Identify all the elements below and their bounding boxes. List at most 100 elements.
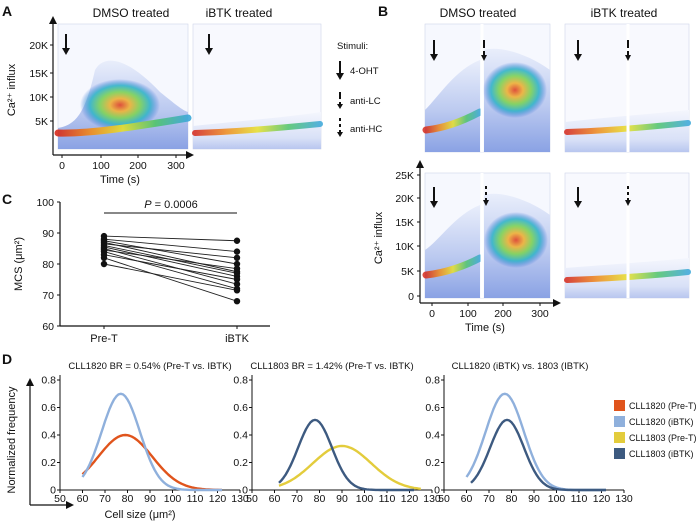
panel-a-dmso-plot	[54, 23, 192, 150]
frequency-curve-cll1820-pre-t	[81, 433, 222, 492]
panel-d-ylabel: Normalized frequency	[6, 386, 18, 493]
panel-a-x-ticks: 0 100 200 300	[59, 155, 185, 172]
panel-d-xtick: 100	[356, 493, 374, 505]
panel-b-ibtk-anti-lc-plot	[564, 23, 691, 153]
panel-d-ytick: 0.6	[425, 402, 440, 414]
pair-line	[103, 235, 238, 242]
stimulus-anti-hc-icon	[337, 132, 343, 137]
panel-d-xtick: 80	[314, 493, 326, 505]
panel-d-xtick: 110	[379, 493, 396, 505]
panel-c-ytick: 100	[36, 197, 54, 209]
panel-d-xtick: 60	[461, 493, 473, 505]
panel-a-ibtk-plot	[192, 23, 323, 150]
panel-c-paired-points	[100, 232, 241, 305]
panel-b-x-ticks: 0 100 200 300	[429, 303, 549, 320]
panel-b-ytick: 20K	[395, 193, 414, 205]
panel-b-ytick: 0	[408, 291, 414, 303]
panel-d-xtick: 50	[438, 493, 450, 505]
ibtk-point	[233, 237, 241, 244]
panel-a-ytick: 20K	[29, 40, 48, 52]
p-value-annotation: P = 0.0006	[144, 199, 198, 211]
legend-label: CLL1820 (Pre-T)	[629, 401, 697, 411]
arrow-4oht-icon	[430, 201, 438, 208]
panel-d-xtick: 70	[99, 493, 111, 505]
panel-b-dmso-anti-hc-plot	[422, 172, 551, 299]
panel-d-ytick: 0	[434, 485, 440, 497]
ibtk-point	[233, 298, 241, 305]
arrow-4oht-icon	[205, 48, 213, 55]
arrow-anti-hc-icon	[625, 200, 631, 206]
panel-b-ibtk-anti-hc-plot	[564, 172, 691, 299]
panel-c-ytick: 70	[42, 290, 54, 302]
panel-d-distribution-plots: 0 0.2 0.4 0.6 0.8 50 60 70 80 90 100 110 120 130 0 0.…	[41, 375, 633, 506]
panel-d-ytick: 0.8	[425, 375, 440, 387]
panel-d: D CLL1820 BR = 0.54% (Pre-T vs. IBTK) CL…	[2, 351, 697, 521]
panel-d-xtick: 80	[122, 493, 134, 505]
panel-b-ytick: 5K	[401, 266, 414, 278]
panel-d-xtick: 90	[144, 493, 156, 505]
ibtk-point	[233, 248, 241, 255]
panel-b-xtick: 200	[494, 308, 512, 320]
panel-a-ytick: 15K	[29, 68, 48, 80]
ibtk-point	[233, 260, 241, 268]
panel-d-plot-1: 0 0.2 0.4 0.6 0.8 50 60 70 80 90 100 110 120 130	[41, 375, 249, 506]
panel-d-xtick: 130	[615, 493, 633, 505]
panel-d-legend: CLL1820 (Pre-T) CLL1820 (iBTK) CLL1803 (…	[614, 400, 697, 459]
ibtk-point	[233, 276, 241, 283]
panel-a-ylabel: Ca²⁺ influx	[6, 63, 18, 116]
panel-a: A DMSO treated iBTK treated	[2, 3, 382, 186]
panel-d-xtick: 70	[291, 493, 303, 505]
panel-d-xtick: 80	[506, 493, 518, 505]
panel-b-xlabel: Time (s)	[465, 322, 505, 334]
panel-b-ytick: 25K	[395, 170, 414, 182]
ibtk-point	[233, 280, 241, 288]
frequency-curve-cll1803-pre-t	[278, 444, 421, 490]
panel-c-xcat-pre-t: Pre-T	[90, 333, 118, 345]
arrow-anti-hc-icon	[483, 200, 489, 206]
pair-line	[103, 246, 238, 277]
panel-d-ytick: 0.2	[425, 457, 440, 469]
panel-d-xtick: 120	[593, 493, 611, 505]
panel-d-xtick: 60	[269, 493, 281, 505]
panel-a-xtick: 100	[92, 160, 110, 172]
panel-d-ytick: 0.4	[425, 430, 440, 442]
panel-d-xtick: 50	[246, 493, 258, 505]
stimulus-4oht-icon	[336, 73, 344, 80]
panel-a-xtick: 300	[167, 160, 185, 172]
panel-d-xtick: 100	[548, 493, 566, 505]
pre-t-point	[100, 260, 108, 268]
panel-c-ytick: 90	[42, 228, 54, 240]
pair-line	[103, 251, 238, 290]
panel-b-ylabel: Ca²⁺ influx	[373, 211, 385, 264]
pair-line	[103, 240, 238, 265]
panel-a-title-dmso: DMSO treated	[93, 6, 170, 20]
frequency-curve-cll1820-ibtk	[81, 392, 222, 492]
arrow-4oht-icon	[430, 54, 438, 61]
panel-d-xtick: 100	[164, 493, 182, 505]
panel-c-ylabel: MCS (μm²)	[13, 237, 25, 291]
panel-letter-a: A	[2, 3, 12, 19]
panel-d-title-1: CLL1820 BR = 0.54% (Pre-T vs. IBTK)	[68, 361, 231, 372]
panel-d-ytick: 0.2	[233, 457, 248, 469]
panel-d-xtick: 130	[231, 493, 249, 505]
ibtk-point	[233, 287, 241, 294]
stimulus-label: anti-LC	[350, 96, 381, 107]
panel-letter-d: D	[2, 351, 12, 367]
panel-d-title-3: CLL1820 (iBTK) vs. 1803 (IBTK)	[452, 361, 589, 372]
panel-d-xtick: 90	[336, 493, 348, 505]
panel-a-xlabel: Time (s)	[100, 174, 140, 186]
arrow-anti-lc-icon	[481, 55, 487, 61]
pair-line	[103, 238, 238, 253]
pair-line	[103, 248, 238, 285]
panel-b-ytick: 10K	[395, 241, 414, 253]
panel-d-title-2: CLL1803 BR = 1.42% (Pre-T vs. IBTK)	[250, 361, 413, 372]
panel-d-xlabel: Cell size (μm²)	[104, 509, 175, 521]
panel-b-xtick: 300	[531, 308, 549, 320]
frequency-curve-cll1803-ibtk	[470, 418, 606, 492]
arrow-4oht-icon	[62, 48, 70, 55]
panel-b-y-ticks: 0 5K 10K 15K 20K 25K	[395, 170, 420, 303]
pair-line	[103, 249, 238, 270]
legend-swatch	[614, 448, 625, 459]
panel-a-ytick: 10K	[29, 92, 48, 104]
